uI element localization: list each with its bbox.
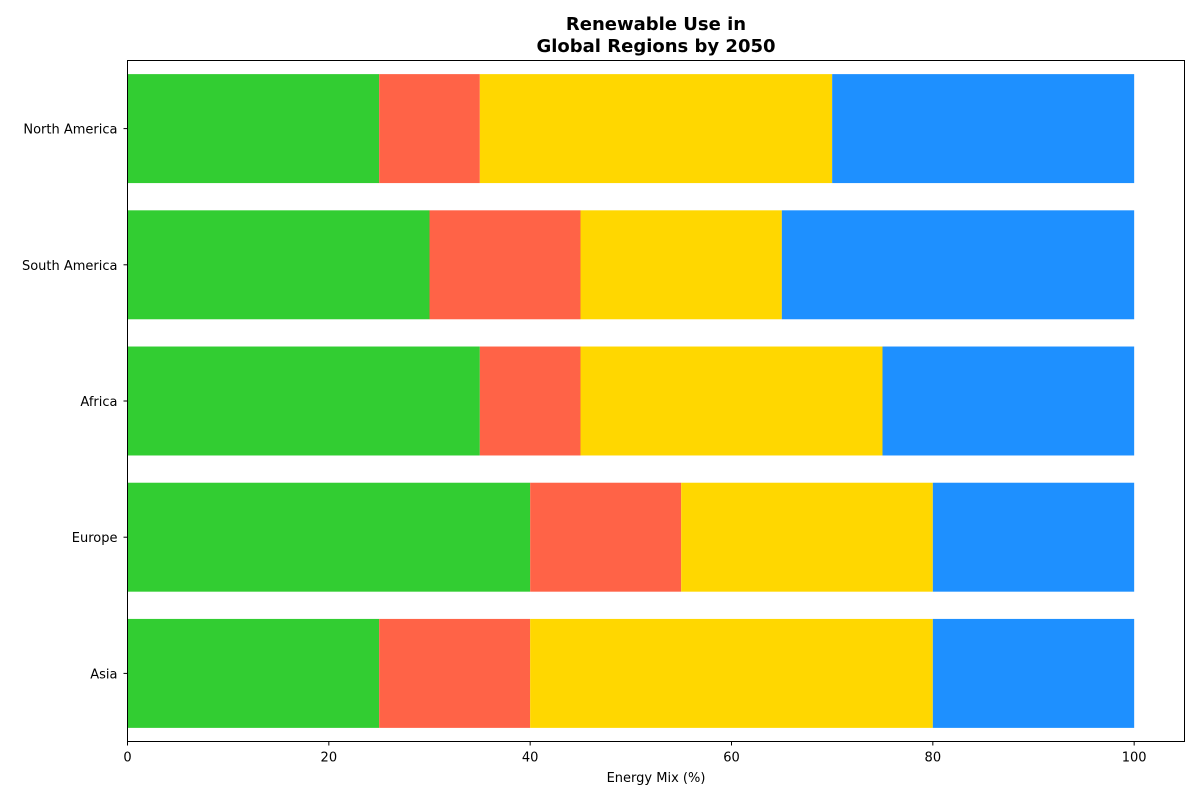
y-tick-label: Asia (90, 667, 117, 682)
bar-segment-4-0 (127, 618, 380, 728)
x-tick-label: 0 (123, 751, 131, 766)
plot-area-frame (127, 60, 1185, 742)
bar-segment-2-3 (882, 346, 1135, 456)
bar-segments (127, 74, 1135, 728)
chart-title-line-2: Global Regions by 2050 (536, 36, 775, 57)
bar-segment-3-0 (127, 482, 531, 592)
bar-segment-3-2 (681, 482, 933, 592)
x-tick-label: 80 (925, 751, 942, 766)
bar-segment-1-3 (781, 210, 1135, 320)
bar-segment-3-3 (932, 482, 1135, 592)
bar-segment-2-2 (580, 346, 883, 456)
bar-segment-0-1 (379, 74, 480, 184)
bar-segment-4-2 (530, 618, 933, 728)
bar-segment-0-2 (479, 74, 833, 184)
y-tick-label: South America (22, 259, 118, 274)
bar-segment-2-0 (127, 346, 480, 456)
x-tick-label: 60 (723, 751, 740, 766)
x-tick-label: 20 (321, 751, 338, 766)
y-tick-label: Europe (72, 531, 118, 546)
x-tick-label: 40 (522, 751, 539, 766)
y-tick-label: Africa (80, 395, 117, 410)
x-axis-label: Energy Mix (%) (607, 771, 706, 786)
bar-segment-3-1 (530, 482, 682, 592)
chart-title-line-1: Renewable Use in (566, 14, 746, 35)
bar-segment-0-3 (832, 74, 1135, 184)
y-axis-ticks: North America South America Africa Europe As… (22, 123, 128, 682)
bar-segment-1-0 (127, 210, 430, 320)
bar-segment-2-1 (479, 346, 581, 456)
bar-segment-1-1 (429, 210, 581, 320)
y-tick-label: North America (23, 123, 117, 138)
x-tick-label: 100 (1122, 751, 1147, 766)
bar-segment-1-2 (580, 210, 782, 320)
bar-segment-4-1 (379, 618, 531, 728)
bar-segment-0-0 (127, 74, 380, 184)
bar-segment-4-3 (932, 618, 1135, 728)
x-axis-ticks: 0 20 40 60 80 100 (123, 741, 1147, 766)
